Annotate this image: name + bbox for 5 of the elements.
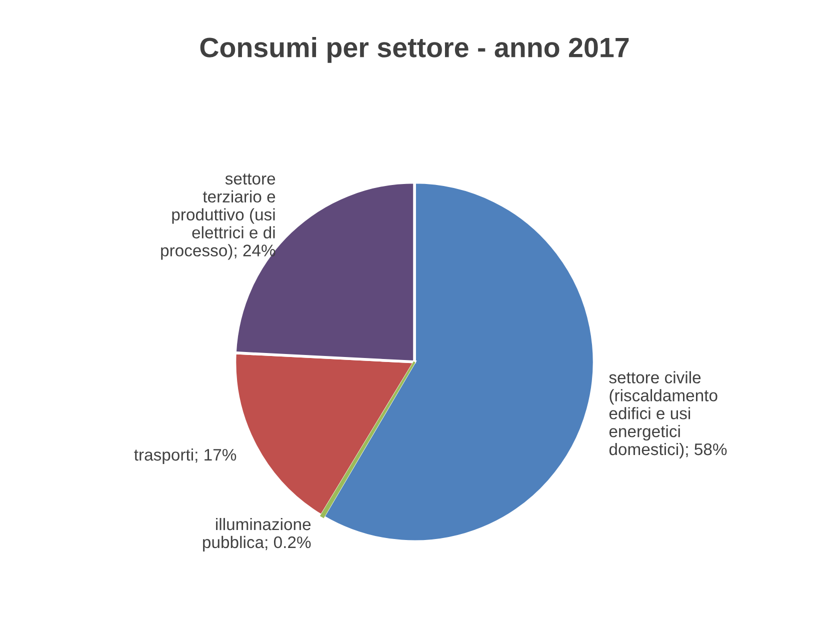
- slice-label: settore terziario e produttivo (usi elettrici e di processo); 24%: [161, 174, 276, 260]
- slice-label: illuminazione pubblica; 0.2%: [203, 518, 311, 552]
- slice-label: settore civile (riscaldamento edifici e usi energetici domestici); 58%: [609, 371, 727, 458]
- slice-label: trasporti; 17%: [134, 448, 236, 464]
- chart-title: Consumi per settore - anno 2017: [200, 36, 629, 63]
